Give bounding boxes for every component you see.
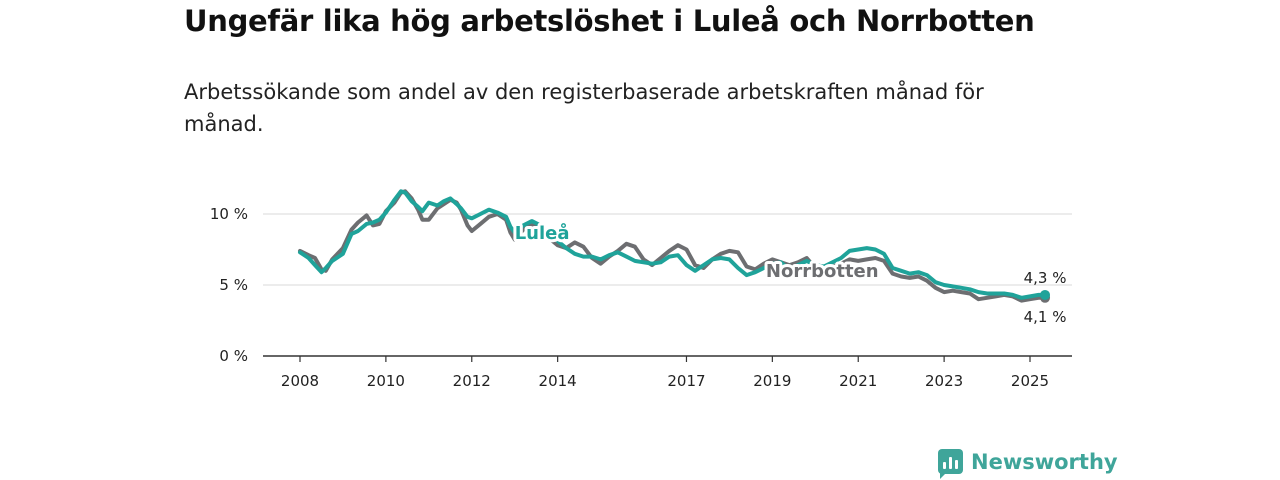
- series-line-norrbotten: [298, 189, 1047, 303]
- chart-title: Ungefär lika hög arbetslöshet i Luleå oc…: [184, 4, 1035, 38]
- series-label-halo: Luleå: [515, 222, 570, 244]
- series-label-halo: Norrbotten: [766, 261, 879, 282]
- gridlines: [263, 213, 1072, 357]
- end-value-label: 4,3 %: [1024, 269, 1067, 287]
- series-label: Luleå: [515, 222, 570, 244]
- y-axis: 0 % 5 % 10 %: [210, 205, 248, 365]
- end-value-label: 4,1 %: [1024, 308, 1067, 326]
- x-tick-label: 2010: [367, 372, 405, 390]
- x-tick-label: 2025: [1011, 372, 1049, 390]
- x-tick-label: 2019: [753, 372, 791, 390]
- x-tick-label: 2014: [539, 372, 577, 390]
- y-tick-label: 5 %: [219, 276, 248, 294]
- chart-logo-icon: [938, 449, 963, 479]
- series-line-lulea: [298, 189, 1047, 300]
- series-lines: [298, 189, 1051, 303]
- chart-subtitle: Arbetssökande som andel av den registerb…: [184, 80, 984, 136]
- y-tick-label: 10 %: [210, 205, 248, 223]
- x-tick-label: 2023: [925, 372, 963, 390]
- x-tick-label: 2021: [839, 372, 877, 390]
- x-tick-label: 2008: [281, 372, 319, 390]
- x-axis: 2008 2010 2012 2014 2017 2019 2021 2023 2025: [281, 356, 1049, 390]
- series-end-point: [1040, 289, 1051, 300]
- brand-logo: Newsworthy: [938, 449, 1118, 479]
- brand-name: Newsworthy: [971, 449, 1118, 474]
- x-tick-label: 2017: [667, 372, 705, 390]
- y-tick-label: 0 %: [219, 347, 248, 365]
- x-tick-label: 2012: [453, 372, 491, 390]
- series-label: Norrbotten: [766, 261, 879, 282]
